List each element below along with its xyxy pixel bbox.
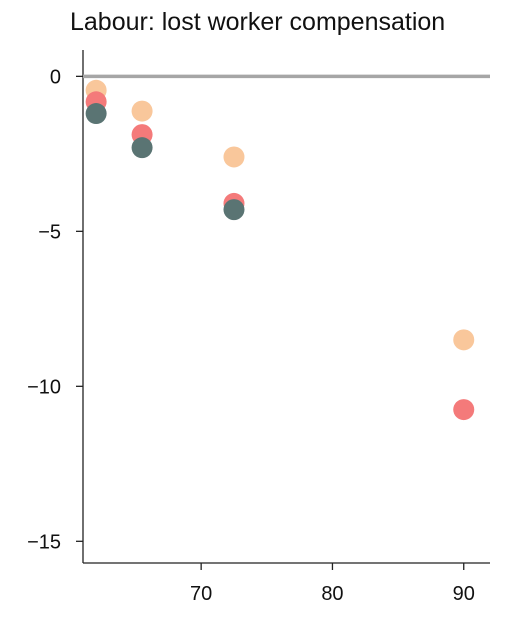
y-tick-label: 0 <box>50 66 61 88</box>
chart-title: Labour: lost worker compensation <box>70 8 445 36</box>
x-tick-label: 80 <box>321 583 343 605</box>
x-tick-label: 70 <box>190 583 212 605</box>
ticks-layer: 0 −5 −10 −15 70 80 90 <box>27 66 475 605</box>
y-tick-label: −10 <box>27 376 61 398</box>
data-point <box>85 103 107 125</box>
y-tick-label: −15 <box>27 531 61 553</box>
data-point <box>453 399 475 421</box>
y-tick-label: −5 <box>38 221 61 243</box>
axes <box>82 50 490 564</box>
x-tick-label: 90 <box>453 583 475 605</box>
points-layer <box>85 79 475 421</box>
data-point <box>223 199 245 221</box>
data-point <box>453 329 475 351</box>
data-point <box>223 146 245 168</box>
data-point <box>131 100 153 122</box>
data-point <box>131 137 153 159</box>
